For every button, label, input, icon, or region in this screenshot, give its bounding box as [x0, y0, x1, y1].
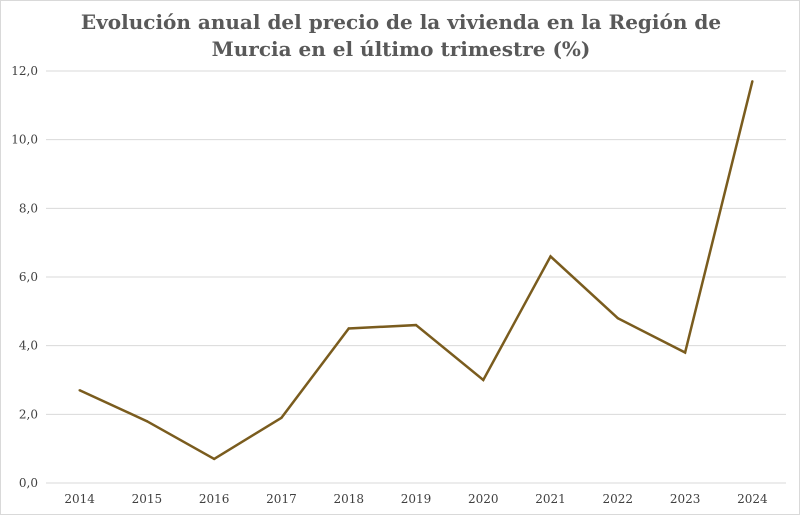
data-point	[549, 255, 552, 258]
data-point	[616, 317, 620, 320]
x-tick-label: 2022	[603, 492, 634, 506]
data-point	[347, 327, 350, 330]
series-line	[79, 80, 754, 461]
y-tick-label: 2,0	[19, 407, 38, 421]
x-tick-label: 2023	[670, 492, 701, 506]
x-tick-label: 2024	[737, 492, 768, 506]
x-tick-label: 2018	[333, 492, 364, 506]
data-point	[414, 323, 418, 327]
x-tick-label: 2017	[266, 492, 297, 506]
x-tick-label: 2019	[401, 492, 432, 506]
x-tick-label: 2020	[468, 492, 499, 506]
y-tick-label: 6,0	[19, 270, 38, 284]
x-tick-label: 2021	[535, 492, 566, 506]
y-tick-label: 12,0	[11, 64, 38, 78]
data-point	[280, 416, 283, 419]
y-tick-label: 0,0	[19, 476, 38, 490]
data-point	[78, 389, 81, 392]
x-tick-label: 2014	[64, 492, 95, 506]
data-point	[212, 457, 216, 461]
x-tick-label: 2016	[199, 492, 230, 506]
y-tick-label: 10,0	[11, 133, 38, 147]
y-tick-label: 4,0	[19, 339, 38, 353]
chart-title: Evolución anual del precio de la viviend…	[1, 9, 800, 63]
x-tick-label: 2015	[132, 492, 163, 506]
data-point	[751, 80, 754, 83]
y-tick-label: 8,0	[19, 201, 38, 215]
data-point	[482, 378, 485, 382]
chart-title-line-2: Murcia en el último trimestre (%)	[211, 37, 591, 61]
chart-title-line-1: Evolución anual del precio de la viviend…	[80, 10, 722, 34]
data-point	[145, 420, 149, 423]
data-point	[683, 351, 687, 354]
